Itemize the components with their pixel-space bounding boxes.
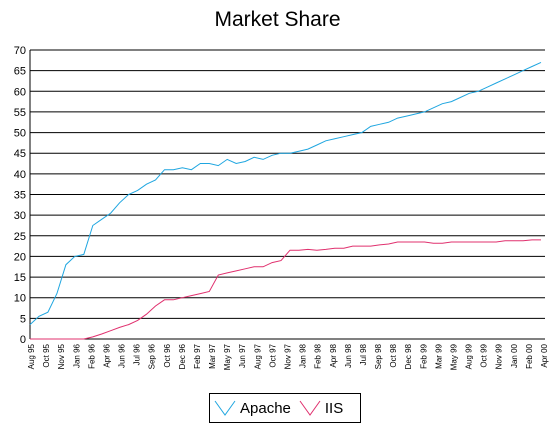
series-line-iis	[30, 239, 541, 340]
y-tick-label: 50	[14, 128, 26, 140]
legend: Apache IIS	[209, 393, 361, 423]
x-tick-label: Dec 98	[404, 343, 413, 369]
x-tick-label: Feb 99	[419, 343, 428, 368]
x-tick-label: Jun 97	[238, 343, 247, 368]
x-tick-label: Jan 00	[510, 343, 519, 368]
y-tick-label: 5	[20, 313, 26, 325]
x-tick-label: Mar 99	[434, 343, 443, 368]
x-tick-label: Oct 98	[389, 343, 398, 367]
y-tick-label: 10	[14, 293, 26, 305]
x-tick-label: Mar 97	[208, 343, 217, 368]
x-tick-label: Nov 99	[495, 343, 504, 369]
x-tick-label: Apr 96	[102, 343, 111, 367]
x-axis: Aug 95 Oct 95 Nov 95 Jan 96 Feb 96 Apr 96 Jun …	[27, 338, 549, 370]
series-lines	[29, 61, 542, 340]
y-tick-label: 30	[14, 210, 26, 222]
x-tick-label: Jul 96	[133, 343, 142, 365]
chart-title: Market Share	[214, 8, 341, 31]
x-tick-label: Aug 99	[465, 343, 474, 369]
x-tick-label: Feb 97	[193, 343, 202, 368]
x-tick-label: Nov 95	[57, 343, 66, 369]
x-tick-label: Sep 98	[374, 343, 383, 369]
y-tick-label: 25	[14, 231, 26, 243]
y-tick-label: 0	[20, 334, 26, 346]
x-tick-label: Jun 98	[344, 343, 353, 368]
x-tick-label: Jan 96	[72, 343, 81, 368]
x-tick-label: Oct 95	[42, 343, 51, 367]
series-line-apache	[29, 61, 542, 325]
y-axis: 0 5 10 15 20 25 30 35 40 45 50 55 60 65 70	[14, 45, 31, 346]
x-tick-label: Jan 98	[299, 343, 308, 368]
legend-swatch-apache	[214, 400, 236, 416]
x-tick-label: Feb 98	[314, 343, 323, 368]
x-tick-label: May 97	[223, 343, 232, 370]
y-tick-label: 20	[14, 251, 26, 263]
y-tick-label: 65	[14, 66, 26, 78]
y-tick-label: 55	[14, 107, 26, 119]
x-tick-label: Dec 96	[178, 343, 187, 369]
gridlines	[30, 49, 545, 340]
y-tick-label: 60	[14, 86, 26, 98]
y-tick-label: 15	[14, 272, 26, 284]
x-tick-label: Nov 97	[284, 343, 293, 369]
legend-item-iis: IIS	[299, 399, 343, 417]
y-tick-label: 35	[14, 190, 26, 202]
y-tick-label: 40	[14, 169, 26, 181]
x-tick-label: Feb 00	[525, 343, 534, 368]
x-tick-label: Aug 97	[253, 343, 262, 369]
x-tick-label: Aug 95	[27, 343, 36, 369]
y-tick-label: 45	[14, 148, 26, 160]
x-tick-label: Oct 97	[268, 343, 277, 367]
x-tick-label: Jun 96	[118, 343, 127, 368]
x-tick-label: Apr 98	[329, 343, 338, 367]
x-tick-label: Sep 96	[148, 343, 157, 369]
legend-label-apache: Apache	[240, 399, 291, 417]
legend-swatch-iis	[299, 400, 321, 416]
x-tick-label: Jul 98	[359, 343, 368, 365]
legend-item-apache: Apache	[214, 399, 291, 417]
x-tick-label: Oct 96	[163, 343, 172, 367]
y-tick-label: 70	[14, 45, 26, 57]
x-tick-label: Oct 99	[480, 343, 489, 367]
x-tick-label: May 99	[449, 343, 458, 370]
x-tick-label: Feb 96	[87, 343, 96, 368]
legend-label-iis: IIS	[324, 399, 344, 417]
x-tick-label: Apr 00	[540, 343, 549, 367]
